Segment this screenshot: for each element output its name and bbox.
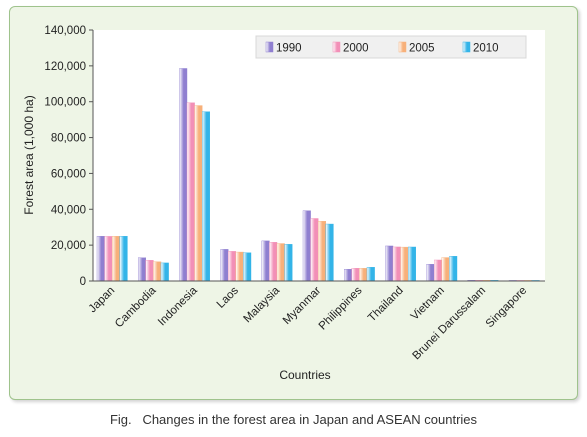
legend-label-2005: 2005 [409,43,435,55]
bar-cambodia-1990 [137,257,146,282]
x-tick-label: Myanmar [281,285,323,327]
bar-cambodia-2005 [153,261,162,282]
bar-thailand-2000 [392,246,401,282]
bar-thailand-1990 [385,245,394,282]
legend-label-1990: 1990 [276,43,302,55]
bar-japan-2000 [104,236,113,282]
legend-swatch-2010 [462,41,471,53]
bar-laos-2010 [243,252,252,282]
bar-indonesia-2005 [194,105,203,282]
legend: 1990 2000 2005 2010 [255,35,527,59]
x-tick-label: Japan [87,285,118,316]
bar-laos-1990 [220,249,229,282]
bar-laos-2005 [235,251,244,282]
bar-japan-1990 [96,236,105,282]
bar-myanmar-2000 [310,218,319,282]
y-tick-label: 40,000 [51,204,86,216]
y-tick-label: 20,000 [51,240,86,252]
bar-philippines-2010 [366,267,375,282]
legend-label-2000: 2000 [343,43,369,55]
bar-myanmar-2010 [325,223,334,282]
bar-vietnam-1990 [426,264,435,282]
bar-thailand-2010 [408,246,417,282]
bar-philippines-1990 [344,269,353,282]
x-tick-label: Philippines [317,284,365,332]
figure-caption: Fig. Changes in the forest area in Japan… [109,412,478,427]
bars-layer [96,68,540,282]
legend-box [255,35,527,59]
y-tick-label: 0 [80,276,86,288]
bar-indonesia-2010 [201,111,210,282]
y-axis-title: Forest area (1,000 ha) [22,95,36,214]
bar-vietnam-2010 [449,256,458,282]
y-tick-label: 120,000 [44,61,86,73]
bar-indonesia-2000 [186,102,195,282]
x-tick-label: Singapore [484,285,530,331]
bar-malaysia-1990 [261,240,270,282]
legend-swatch-2000 [332,41,341,53]
bar-malaysia-2000 [269,242,278,282]
bar-malaysia-2005 [276,243,285,282]
bar-philippines-2005 [359,268,368,282]
y-tick-label: 140,000 [44,25,86,37]
x-tick-label: Thailand [366,285,406,325]
x-tick-label: Vietnam [409,285,447,323]
bar-laos-2000 [227,251,236,282]
bar-myanmar-1990 [302,210,311,282]
bar-cambodia-2000 [145,260,154,282]
bar-japan-2005 [111,236,120,282]
x-tick-label: Laos [215,284,241,310]
bar-philippines-2000 [351,268,360,282]
y-tick-label: 100,000 [44,97,86,109]
bar-vietnam-2000 [434,259,443,282]
bar-vietnam-2005 [441,257,450,282]
x-tick-label: Cambodia [113,284,159,330]
x-tick-label: Brunei Darussalam [410,285,488,363]
x-tick-label: Indonesia [156,284,200,328]
bar-thailand-2005 [400,246,409,282]
bar-indonesia-1990 [179,68,188,282]
x-axis-title: Countries [279,368,330,382]
bar-myanmar-2005 [318,221,327,282]
bar-cambodia-2010 [160,262,169,282]
legend-label-2010: 2010 [473,43,499,55]
y-tick-label: 80,000 [51,133,86,145]
y-tick-label: 60,000 [51,168,86,180]
bar-malaysia-2010 [284,244,293,282]
legend-swatch-1990 [265,41,274,53]
y-tick-labels: 0 20,000 40,000 60,000 80,000 100,000 120,000 1… [44,25,93,288]
bar-japan-2010 [119,236,128,282]
legend-swatch-2005 [398,41,407,53]
x-tick-label: Malaysia [242,284,283,325]
